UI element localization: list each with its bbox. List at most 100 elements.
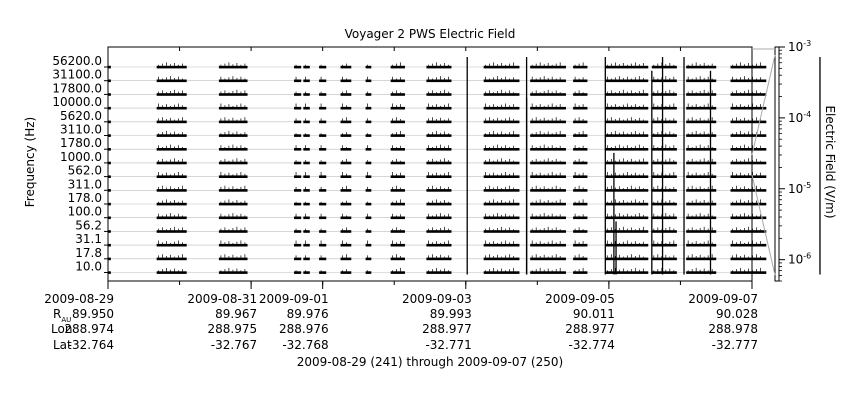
data-trace [573, 79, 588, 83]
data-trace [319, 230, 327, 233]
data-trace [294, 257, 302, 261]
data-trace [390, 120, 405, 124]
row-label-lat: Lat [53, 338, 72, 352]
data-trace [573, 202, 588, 206]
data-trace [156, 134, 187, 137]
data-trace [340, 161, 352, 165]
data-trace [218, 189, 248, 192]
data-trace [319, 120, 327, 124]
data-trace [340, 120, 352, 124]
data-trace [530, 65, 566, 69]
data-trace [303, 134, 310, 137]
data-trace [294, 79, 302, 83]
data-trace [108, 106, 111, 110]
r-au-value: 89.950 [72, 307, 114, 321]
data-trace [686, 106, 717, 110]
x-tick-label: 2009-09-05 [545, 292, 615, 306]
data-trace [483, 106, 520, 110]
data-trace [651, 161, 677, 165]
data-trace [426, 134, 452, 137]
data-trace [426, 106, 452, 110]
data-trace [651, 120, 677, 124]
data-trace [605, 79, 649, 83]
r-au-value: 89.967 [215, 307, 257, 321]
data-trace [686, 79, 717, 83]
data-trace [108, 271, 111, 274]
data-trace [390, 271, 405, 274]
data-trace [319, 65, 327, 69]
data-trace [319, 202, 327, 206]
data-trace [340, 243, 352, 247]
data-trace [365, 216, 372, 220]
data-trace [319, 148, 327, 151]
data-trace [340, 106, 352, 110]
data-trace [686, 189, 717, 192]
data-trace [365, 257, 372, 261]
data-trace [651, 65, 677, 69]
data-trace [365, 230, 372, 233]
data-trace [573, 175, 588, 178]
data-trace [365, 271, 372, 274]
data-trace [218, 161, 248, 165]
data-trace [483, 93, 520, 96]
data-trace [426, 271, 452, 274]
data-trace [218, 216, 248, 220]
data-trace [730, 65, 767, 69]
data-trace [365, 134, 372, 137]
data-trace [530, 175, 566, 178]
chart-title: Voyager 2 PWS Electric Field [345, 27, 516, 41]
data-trace [605, 65, 649, 69]
data-trace [319, 106, 327, 110]
data-trace [340, 79, 352, 83]
data-trace [426, 161, 452, 165]
data-trace [319, 189, 327, 192]
y-tick-label: 178.0 [68, 191, 102, 205]
lat-value: -32.777 [712, 338, 758, 352]
data-trace [605, 271, 649, 274]
data-trace [483, 120, 520, 124]
data-trace [303, 120, 310, 124]
data-trace [390, 257, 405, 261]
data-trace [303, 106, 310, 110]
data-trace [426, 65, 452, 69]
data-trace [218, 148, 248, 151]
data-trace [483, 175, 520, 178]
y-tick-label: 31.1 [75, 232, 102, 246]
data-trace [340, 175, 352, 178]
y-tick-label: 5620.0 [60, 109, 102, 123]
data-trace [730, 161, 767, 165]
data-trace [686, 161, 717, 165]
data-trace [108, 65, 111, 69]
data-trace [651, 106, 677, 110]
data-trace [390, 106, 405, 110]
data-trace [573, 120, 588, 124]
data-trace [156, 161, 187, 165]
r-au-value: 90.011 [573, 307, 615, 321]
data-trace [573, 134, 588, 137]
data-trace [108, 93, 111, 96]
data-trace [294, 120, 302, 124]
x-tick-label: 2009-09-03 [402, 292, 472, 306]
data-trace [730, 148, 767, 151]
data-trace [730, 120, 767, 124]
row-label-lon: Lon [51, 322, 72, 336]
data-trace [686, 257, 717, 261]
data-trace [483, 271, 520, 274]
data-trace [651, 257, 677, 261]
data-trace [319, 243, 327, 247]
data-trace [390, 216, 405, 220]
data-trace [365, 175, 372, 178]
y-tick-label: 100.0 [68, 205, 102, 219]
data-trace [686, 202, 717, 206]
data-trace [218, 120, 248, 124]
data-trace [730, 93, 767, 96]
data-trace [651, 230, 677, 233]
data-trace [303, 148, 310, 151]
data-trace [651, 148, 677, 151]
data-trace [686, 93, 717, 96]
data-trace [483, 134, 520, 137]
data-trace [340, 230, 352, 233]
data-trace [294, 271, 302, 274]
data-trace [686, 65, 717, 69]
data-trace [108, 216, 111, 220]
